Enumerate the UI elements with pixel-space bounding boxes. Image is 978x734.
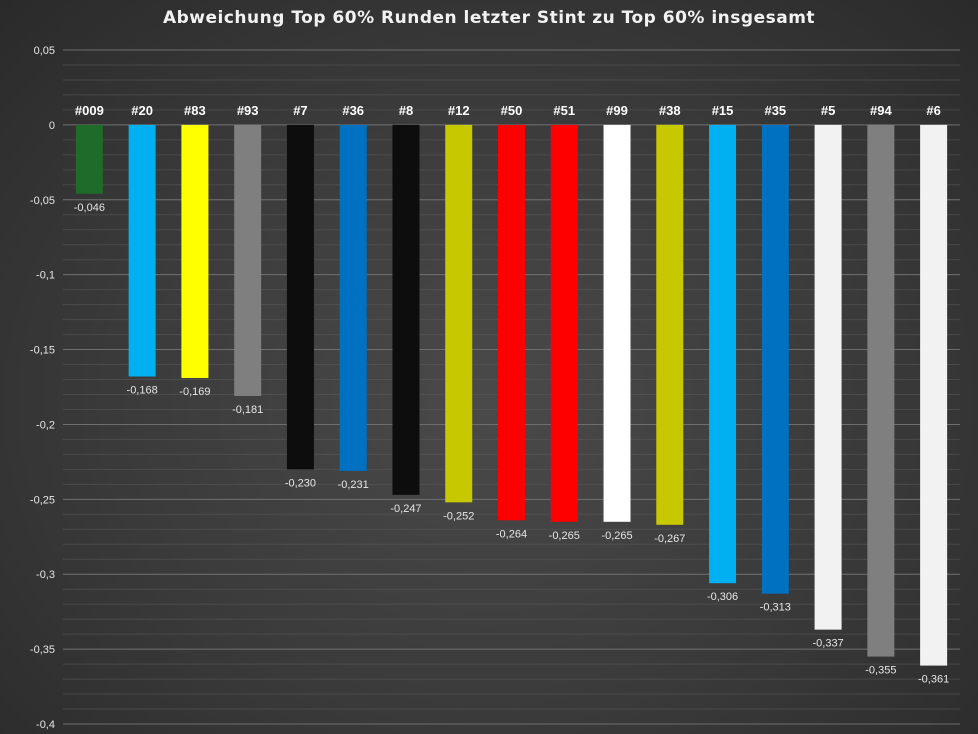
category-label: #8 bbox=[399, 103, 413, 118]
bar bbox=[709, 124, 737, 584]
data-label: -0,230 bbox=[285, 477, 316, 489]
data-label: -0,337 bbox=[812, 638, 843, 650]
data-label: -0,306 bbox=[707, 591, 738, 603]
bar bbox=[286, 124, 314, 470]
bar bbox=[234, 124, 262, 396]
bar bbox=[656, 124, 684, 525]
y-tick-label: -0,1 bbox=[36, 270, 55, 282]
category-label: #12 bbox=[448, 103, 470, 118]
data-label: -0,313 bbox=[760, 602, 791, 614]
data-label: -0,361 bbox=[918, 674, 949, 686]
category-label: #009 bbox=[75, 103, 104, 118]
bar bbox=[181, 124, 209, 379]
y-tick-label: -0,25 bbox=[30, 494, 55, 506]
category-label: #7 bbox=[293, 103, 307, 118]
bar bbox=[128, 124, 156, 377]
category-label: #35 bbox=[764, 103, 786, 118]
bar bbox=[75, 124, 103, 194]
data-label: -0,247 bbox=[390, 503, 421, 515]
category-label: #36 bbox=[342, 103, 364, 118]
data-label: -0,265 bbox=[601, 530, 632, 542]
y-tick-label: 0 bbox=[49, 120, 55, 132]
category-label: #83 bbox=[184, 103, 206, 118]
y-tick-label: -0,4 bbox=[36, 719, 55, 731]
category-label: #6 bbox=[926, 103, 940, 118]
category-label: #50 bbox=[501, 103, 523, 118]
category-label: #5 bbox=[821, 103, 835, 118]
category-label: #15 bbox=[712, 103, 734, 118]
data-label: -0,231 bbox=[338, 479, 369, 491]
bar bbox=[339, 124, 367, 471]
bar bbox=[920, 124, 948, 666]
category-label: #20 bbox=[131, 103, 153, 118]
bar bbox=[392, 124, 420, 495]
category-label: #99 bbox=[606, 103, 628, 118]
chart-title: Abweichung Top 60% Runden letzter Stint … bbox=[162, 8, 816, 28]
data-label: -0,252 bbox=[443, 510, 474, 522]
data-label: -0,168 bbox=[127, 385, 158, 397]
data-label: -0,046 bbox=[74, 202, 105, 214]
data-label: -0,265 bbox=[549, 530, 580, 542]
bar bbox=[550, 124, 578, 522]
data-label: -0,181 bbox=[232, 404, 263, 416]
data-label: -0,169 bbox=[179, 386, 210, 398]
bar bbox=[814, 124, 842, 630]
y-tick-label: -0,15 bbox=[30, 345, 55, 357]
bar bbox=[445, 124, 473, 503]
bar bbox=[498, 124, 525, 521]
y-tick-label: -0,05 bbox=[30, 195, 55, 207]
data-label: -0,355 bbox=[865, 665, 896, 677]
category-label: #38 bbox=[659, 103, 681, 118]
category-label: #94 bbox=[870, 103, 892, 118]
bar bbox=[761, 124, 789, 594]
y-tick-label: -0,35 bbox=[30, 644, 55, 656]
category-label: #51 bbox=[553, 103, 575, 118]
data-label: -0,264 bbox=[496, 528, 527, 540]
y-tick-label: -0,3 bbox=[36, 569, 55, 581]
bar bbox=[603, 124, 631, 522]
category-label: #93 bbox=[237, 103, 259, 118]
y-tick-label: 0,05 bbox=[34, 45, 55, 57]
y-tick-label: -0,2 bbox=[36, 419, 55, 431]
data-label: -0,267 bbox=[654, 533, 685, 545]
bar bbox=[867, 124, 895, 657]
